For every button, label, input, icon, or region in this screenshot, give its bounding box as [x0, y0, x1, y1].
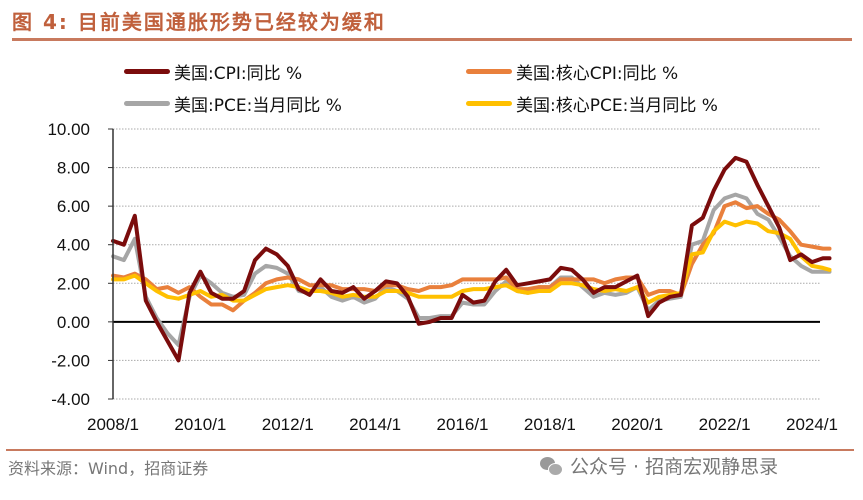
x-tick-label: 2018/1 [524, 415, 576, 434]
grid-lines [113, 128, 820, 400]
legend-label-core-cpi: 美国:核心CPI:同比 % [516, 64, 679, 84]
x-axis-ticks: 2008/1 2010/1 2012/1 2014/1 2016/1 2018/1 2020… [87, 415, 838, 434]
x-tick-label: 2016/1 [437, 415, 489, 434]
watermark-text: 公众号 · 招商宏观静思录 [570, 456, 779, 478]
x-tick-label: 2020/1 [611, 415, 663, 434]
x-tick-label: 2014/1 [349, 415, 401, 434]
legend-item-cpi: 美国:CPI:同比 % [124, 59, 302, 84]
wechat-icon [540, 456, 563, 476]
y-tick-label: 6.00 [57, 197, 90, 216]
legend-swatch-core-pce [466, 101, 512, 106]
legend-swatch-pce [124, 101, 170, 106]
y-tick-label: 10.00 [47, 120, 90, 139]
title-divider [12, 38, 852, 41]
y-tick-label: -2.00 [51, 351, 90, 370]
legend-item-core-pce: 美国:核心PCE:当月同比 % [466, 91, 718, 116]
legend-swatch-core-cpi [466, 69, 512, 74]
x-tick-label: 2010/1 [174, 415, 226, 434]
legend-swatch-cpi [124, 69, 170, 74]
y-tick-label: 2.00 [57, 274, 90, 293]
y-tick-label: -4.00 [51, 390, 90, 409]
chart-title: 图 4: 目前美国通胀形势已经较为缓和 [12, 10, 386, 34]
x-tick-label: 2008/1 [87, 415, 139, 434]
line-chart: 10.00 8.00 6.00 4.00 2.00 0.00 -2.00 -4.00 2008… [47, 120, 838, 434]
legend-label-cpi: 美国:CPI:同比 % [174, 64, 303, 84]
x-tick-label: 2022/1 [699, 415, 751, 434]
y-tick-label: 8.00 [57, 159, 90, 178]
legend-label-core-pce: 美国:核心PCE:当月同比 % [516, 96, 718, 116]
legend-item-pce: 美国:PCE:当月同比 % [124, 91, 342, 116]
legend-label-pce: 美国:PCE:当月同比 % [174, 96, 342, 116]
legend-item-core-cpi: 美国:核心CPI:同比 % [466, 59, 678, 84]
y-axis-ticks: 10.00 8.00 6.00 4.00 2.00 0.00 -2.00 -4.00 [47, 120, 113, 409]
x-tick-label: 2012/1 [262, 415, 314, 434]
series-line-0 [111, 155, 832, 363]
series-lines [111, 155, 832, 363]
y-tick-label: 4.00 [57, 236, 90, 255]
x-tick-label: 2024/1 [786, 415, 838, 434]
y-tick-label: 0.00 [57, 313, 90, 332]
footer-divider [6, 449, 854, 451]
source-note: 资料来源：Wind，招商证券 [8, 459, 209, 478]
wechat-watermark: 公众号 · 招商宏观静思录 [540, 452, 778, 479]
